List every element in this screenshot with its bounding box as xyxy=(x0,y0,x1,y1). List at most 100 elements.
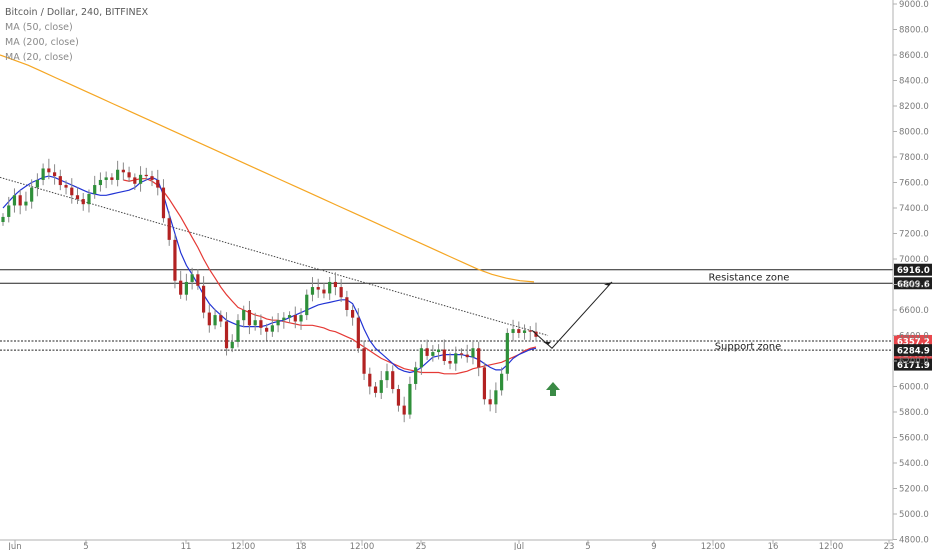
projection-arrowhead xyxy=(604,281,612,286)
candle-body xyxy=(379,380,383,393)
candle-body xyxy=(87,193,91,205)
y-tick-label: 7400.0 xyxy=(899,204,929,214)
legend-symbol[interactable]: Bitcoin / Dollar, 240, BITFINEX xyxy=(5,7,149,18)
candle-body xyxy=(93,185,97,194)
candle-body xyxy=(179,280,183,295)
candle-body xyxy=(173,239,177,281)
candle-body xyxy=(528,330,532,332)
legend-ma20[interactable]: MA (20, close) xyxy=(5,52,73,63)
candle-body xyxy=(414,367,418,384)
candle-body xyxy=(127,172,131,178)
candle-body xyxy=(265,327,269,332)
candle-body xyxy=(436,349,441,353)
candle-body xyxy=(305,294,309,316)
candle-body xyxy=(35,179,39,188)
candle-body xyxy=(310,287,315,295)
y-tick-label: 8200.0 xyxy=(899,102,929,112)
candle-body xyxy=(488,399,492,405)
candle-body xyxy=(213,315,217,326)
candle-body xyxy=(58,176,62,186)
candle-body xyxy=(494,390,498,405)
candle-body xyxy=(362,348,366,374)
candle-body xyxy=(81,199,85,205)
x-tick-label: 23 xyxy=(884,542,895,550)
zone-lines xyxy=(0,269,893,351)
price-label-bg xyxy=(894,344,932,357)
candle-body xyxy=(465,354,469,358)
candle-body xyxy=(517,329,521,333)
candle-body xyxy=(247,310,252,326)
candle-body xyxy=(253,320,257,326)
candle-body xyxy=(138,174,143,184)
price-label: 6284.9 xyxy=(897,347,930,357)
candle-body xyxy=(104,177,108,180)
candle-body xyxy=(207,312,211,326)
moving-averages xyxy=(0,54,537,375)
y-tick-label: 8400.0 xyxy=(899,77,929,87)
candle-body xyxy=(30,187,34,202)
up-arrow-icon xyxy=(546,382,560,396)
legend-ma200[interactable]: MA (200, close) xyxy=(5,37,79,48)
candle-body xyxy=(345,297,349,310)
candle-body xyxy=(98,179,103,186)
candle-body xyxy=(201,285,206,313)
projection-path xyxy=(531,281,613,349)
y-tick-label: 5400.0 xyxy=(899,459,929,469)
x-tick-label: 16 xyxy=(768,542,779,550)
candle-body xyxy=(121,169,125,173)
y-tick-label: 8800.0 xyxy=(899,26,929,36)
x-tick-label: 12:00 xyxy=(701,542,726,550)
x-tick-label: 12:00 xyxy=(350,542,375,550)
candle-body xyxy=(408,383,412,415)
candle-body xyxy=(41,168,45,180)
candle-body xyxy=(242,310,246,321)
candle-body xyxy=(12,195,17,206)
resistance-zone-label: Resistance zone xyxy=(709,272,790,283)
candle-body xyxy=(7,205,11,217)
candle-body xyxy=(396,389,401,406)
candle-body xyxy=(402,405,406,415)
candle-body xyxy=(287,315,292,318)
candle-body xyxy=(230,341,234,349)
candle-body xyxy=(373,386,378,393)
candle-body xyxy=(448,361,452,364)
price-label: 6171.9 xyxy=(897,361,930,371)
legend-ma50[interactable]: MA (50, close) xyxy=(5,22,73,33)
candle-body xyxy=(482,367,487,400)
candle-body xyxy=(116,169,120,180)
candle-body xyxy=(184,281,188,295)
y-tick-label: 7200.0 xyxy=(899,230,929,240)
candle-body xyxy=(471,348,475,358)
candle-body xyxy=(459,353,464,355)
candle-body xyxy=(167,218,171,240)
candle-body xyxy=(385,371,389,381)
candle-body xyxy=(190,274,194,282)
candle-body xyxy=(75,195,80,200)
x-tick-label: 12:00 xyxy=(819,542,844,550)
x-tick-label: Jul xyxy=(513,542,524,550)
x-tick-label: 25 xyxy=(416,542,427,550)
candle-body xyxy=(133,177,137,184)
candle-body xyxy=(522,330,527,333)
x-tick-label: 9 xyxy=(651,542,656,550)
candle-body xyxy=(299,315,303,322)
candle-body xyxy=(322,289,326,294)
x-tick-label: 18 xyxy=(296,542,307,550)
candle-body xyxy=(276,320,280,326)
ma20-line xyxy=(2,175,537,374)
candle-body xyxy=(150,176,154,180)
y-tick-label: 6600.0 xyxy=(899,306,929,316)
candle-body xyxy=(47,168,51,173)
candle-body xyxy=(431,352,435,356)
y-tick-label: 6800.0 xyxy=(899,281,929,291)
candle-body xyxy=(328,281,332,294)
candle-body xyxy=(477,348,481,368)
y-tick-label: 6200.0 xyxy=(899,357,929,367)
ma50-line xyxy=(123,178,537,375)
x-tick-label: 5 xyxy=(585,542,590,550)
candle-body xyxy=(1,216,5,223)
candle-body xyxy=(333,281,338,288)
candle-body xyxy=(259,320,263,328)
